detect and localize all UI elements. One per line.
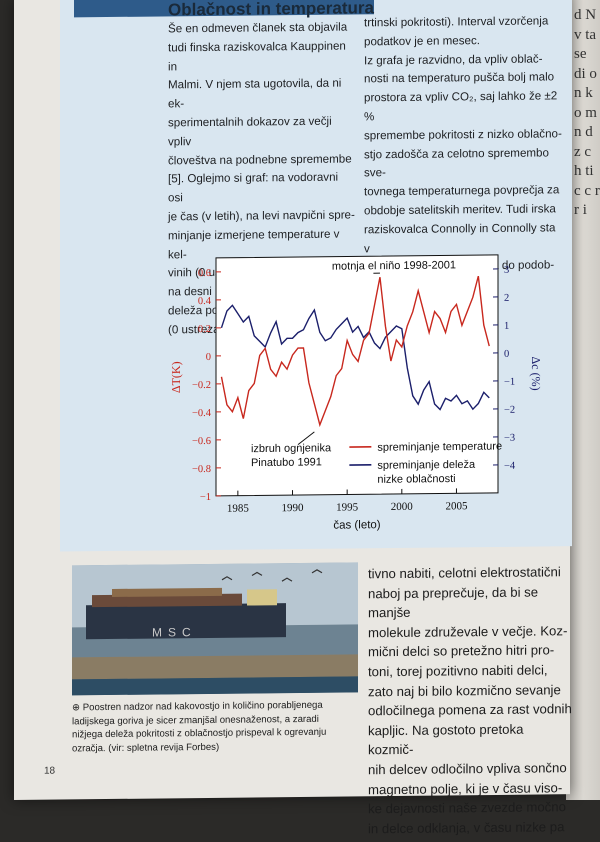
- annotation-pinatubo-line2: Pinatubo 1991: [251, 456, 322, 469]
- annotation-el-nino: motnja el niño 1998-2001: [332, 259, 456, 272]
- y-right-tick-label: −1: [504, 377, 515, 388]
- x-tick-label: 1985: [227, 503, 249, 515]
- x-tick-label: 1995: [336, 501, 358, 513]
- legend-label-cloud-2: nizke oblačnosti: [377, 473, 455, 486]
- y-left-tick-label: 0.2: [198, 324, 211, 335]
- x-tick-label: 1990: [282, 502, 304, 514]
- bridge: [247, 589, 277, 605]
- y-left-tick-label: 0: [206, 352, 211, 363]
- y-right-tick-label: 0: [504, 349, 509, 360]
- chart: 1985 1990 1995 2000 2005 0.6 0.4 0.2 0 −0.2 −0.4 −0…: [164, 242, 548, 542]
- container-stack-upper: [112, 588, 222, 597]
- ship-label: MSC: [152, 625, 197, 639]
- chart-svg: 1985 1990 1995 2000 2005 0.6 0.4 0.2 0 −0.2 −0.4 −0…: [164, 242, 548, 542]
- ship-photo: MSC: [72, 562, 358, 695]
- y-right-tick-label: −4: [504, 461, 516, 472]
- y-right-tick-label: 2: [504, 293, 509, 304]
- y-right-tick-label: 3: [504, 265, 509, 276]
- legend-label-cloud-1: spreminjanje deleža: [377, 459, 476, 472]
- y-left-tick-label: −0.8: [192, 464, 211, 475]
- text-column-bottom: tivno nabiti, celotni elektrostatični na…: [368, 562, 572, 838]
- y-right-tick-label: −2: [504, 405, 515, 416]
- breakwater-rocks: [72, 654, 358, 679]
- legend-label-temperature: spreminjanje temperature: [377, 440, 502, 453]
- y-right-axis-label: Δc (%): [529, 356, 543, 390]
- y-left-tick-label: 0.6: [198, 268, 211, 279]
- y-left-tick-label: 0.4: [198, 296, 212, 307]
- y-left-axis-label: ΔT(K): [169, 361, 183, 393]
- x-axis-label: čas (leto): [333, 519, 380, 531]
- article-title: Oblačnost in temperatura: [168, 0, 374, 20]
- y-right-tick-label: 1: [504, 321, 509, 332]
- y-left-tick-label: −1: [200, 492, 211, 503]
- y-left-tick-label: −0.4: [192, 408, 212, 419]
- y-right-tick-label: −3: [504, 433, 515, 444]
- ship-illustration: MSC: [72, 562, 358, 695]
- x-tick-label: 2000: [391, 501, 413, 513]
- annotation-pinatubo-line1: izbruh ognjenika: [251, 442, 332, 455]
- foreground-water: [72, 676, 358, 695]
- magazine-page: Oblačnost in temperatura Še en odmeven č…: [14, 0, 570, 800]
- y-left-tick-label: −0.2: [192, 380, 211, 391]
- page-number: 18: [44, 766, 55, 777]
- photo-caption: ⊕ Poostren nadzor nad kakovostjo in koli…: [72, 698, 360, 755]
- x-tick-label: 2005: [445, 500, 467, 512]
- facing-page-text: d N v ta se di o n k o m n d z c h ti c …: [574, 6, 600, 221]
- y-left-tick-label: −0.6: [192, 436, 211, 447]
